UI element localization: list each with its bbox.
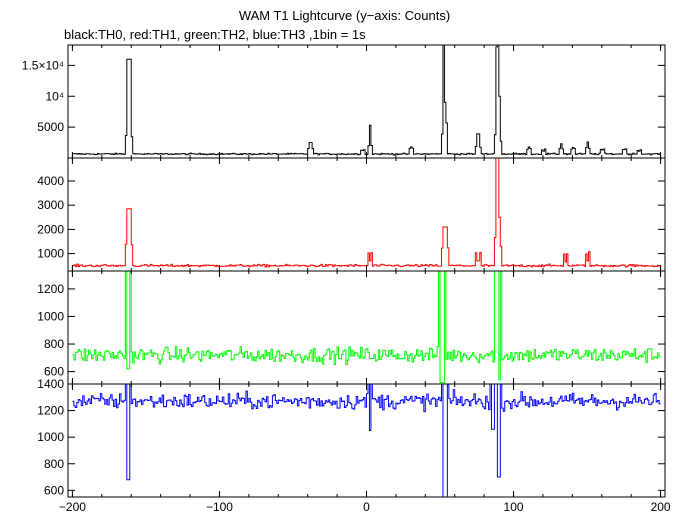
panel-th1: 1000 2000 3000 4000 — [37, 157, 666, 272]
y-tick-label: 1.5×10⁴ — [22, 58, 64, 72]
x-axis-labels: −200 −100 0 100 200 — [59, 500, 671, 514]
panel-frame — [67, 157, 666, 272]
y-tick-label: 1000 — [37, 309, 64, 323]
series-line-th3 — [72, 383, 661, 498]
series-line-th1 — [72, 157, 661, 268]
y-tick-label: 1000 — [37, 247, 64, 261]
y-tick-label: 600 — [44, 365, 64, 379]
y-tick-label: 1200 — [37, 282, 64, 296]
y-tick-label: 600 — [44, 483, 64, 497]
y-tick-label: 1000 — [37, 430, 64, 444]
chart-subtitle: black:TH0, red:TH1, green:TH2, blue:TH3 … — [64, 27, 366, 42]
y-tick-label: 800 — [44, 457, 64, 471]
x-tick-label: −200 — [59, 500, 86, 514]
panel-th2: 600 800 1000 1200 — [37, 270, 666, 385]
y-tick-label: 2000 — [37, 222, 64, 236]
series-line-th2 — [72, 270, 661, 384]
panel-frame — [67, 44, 666, 159]
y-tick-label: 1400 — [37, 377, 64, 391]
y-tick-label: 10⁴ — [45, 89, 64, 103]
y-tick-label: 4000 — [37, 174, 64, 188]
y-tick-label: 5000 — [37, 120, 64, 134]
x-tick-label: 0 — [363, 500, 370, 514]
y-tick-label: 800 — [44, 337, 64, 351]
panel-th0: 5000 10⁴ 1.5×10⁴ — [22, 44, 666, 159]
chart-title: WAM T1 Lightcurve (y−axis: Counts) — [238, 8, 451, 23]
panel-frame — [67, 270, 666, 385]
series-line-th0 — [72, 44, 661, 156]
x-tick-label: −100 — [206, 500, 233, 514]
panel-th3: 600 800 1000 1200 1400 — [37, 377, 666, 498]
x-tick-label: 100 — [504, 500, 524, 514]
y-tick-label: 1200 — [37, 404, 64, 418]
y-tick-label: 3000 — [37, 198, 64, 212]
x-tick-label: 200 — [651, 500, 671, 514]
